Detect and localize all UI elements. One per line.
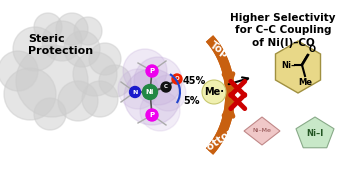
Circle shape: [82, 81, 118, 117]
Circle shape: [134, 57, 182, 105]
Text: P: P: [150, 68, 154, 74]
Text: O: O: [309, 45, 316, 54]
Text: Bottom: Bottom: [198, 124, 239, 157]
Text: P: P: [150, 112, 154, 118]
Circle shape: [123, 49, 167, 93]
Text: Higher Selectivity
for C–C Coupling
of Ni(I)–CO: Higher Selectivity for C–C Coupling of N…: [230, 13, 336, 48]
Circle shape: [74, 17, 102, 45]
Circle shape: [4, 68, 56, 120]
Circle shape: [56, 13, 88, 45]
Text: Steric
Protection: Steric Protection: [28, 34, 93, 56]
Circle shape: [146, 109, 158, 121]
Text: Ni: Ni: [146, 89, 154, 95]
Text: Ni–: Ni–: [281, 60, 295, 70]
Polygon shape: [296, 117, 334, 148]
Text: 45%: 45%: [183, 76, 206, 86]
Circle shape: [172, 74, 182, 84]
Text: 5%: 5%: [183, 96, 199, 106]
Circle shape: [64, 31, 100, 67]
Circle shape: [13, 27, 57, 71]
Text: C: C: [164, 84, 168, 90]
Circle shape: [34, 13, 62, 41]
Circle shape: [42, 21, 82, 61]
Text: Me: Me: [298, 78, 312, 87]
Text: Me·: Me·: [204, 87, 224, 97]
Circle shape: [58, 81, 98, 121]
Circle shape: [89, 43, 121, 75]
Circle shape: [0, 51, 38, 91]
Circle shape: [143, 84, 158, 99]
Circle shape: [16, 45, 88, 117]
Text: Ni–Me: Ni–Me: [253, 129, 271, 133]
Circle shape: [124, 69, 180, 125]
Circle shape: [150, 75, 186, 111]
Circle shape: [130, 87, 140, 98]
Circle shape: [118, 69, 158, 109]
Polygon shape: [244, 117, 280, 145]
Circle shape: [140, 91, 180, 131]
Circle shape: [73, 52, 117, 96]
Text: O: O: [175, 77, 179, 81]
Circle shape: [99, 65, 131, 97]
Circle shape: [146, 65, 158, 77]
Circle shape: [34, 98, 66, 130]
Polygon shape: [276, 41, 320, 93]
Text: Ni–I: Ni–I: [306, 129, 324, 139]
Text: N: N: [132, 90, 138, 94]
Circle shape: [202, 80, 226, 104]
Circle shape: [161, 82, 171, 92]
Text: Top: Top: [207, 39, 230, 59]
